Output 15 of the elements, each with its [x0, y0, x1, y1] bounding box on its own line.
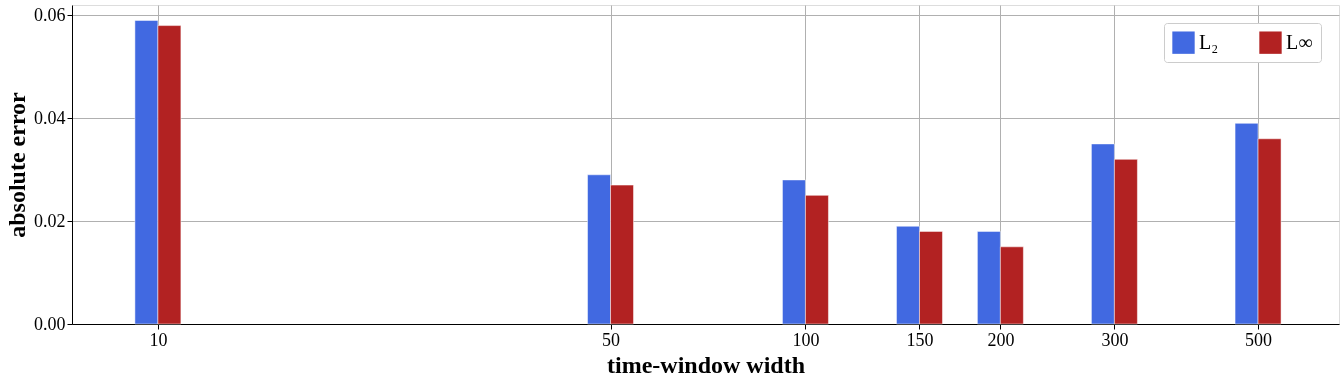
- y-tick-label: 0.04: [34, 107, 66, 128]
- x-tick-label: 200: [987, 329, 1015, 350]
- y-tick-label: 0.00: [34, 313, 66, 334]
- x-tick-label: 150: [906, 329, 934, 350]
- y-tick-label: 0.06: [34, 4, 66, 25]
- x-tick-label: 100: [792, 329, 820, 350]
- y-axis-title: absolute error: [4, 91, 30, 238]
- x-tick-label: 300: [1101, 329, 1129, 350]
- x-tick-label: 500: [1245, 329, 1273, 350]
- x-tick-label: 10: [149, 329, 168, 350]
- x-tick-label: 50: [602, 329, 621, 350]
- x-axis-title: time-window width: [606, 351, 806, 378]
- legend-label: L₂: [1199, 30, 1219, 53]
- y-tick-label: 0.02: [34, 210, 66, 231]
- legend-label: L∞: [1286, 30, 1313, 53]
